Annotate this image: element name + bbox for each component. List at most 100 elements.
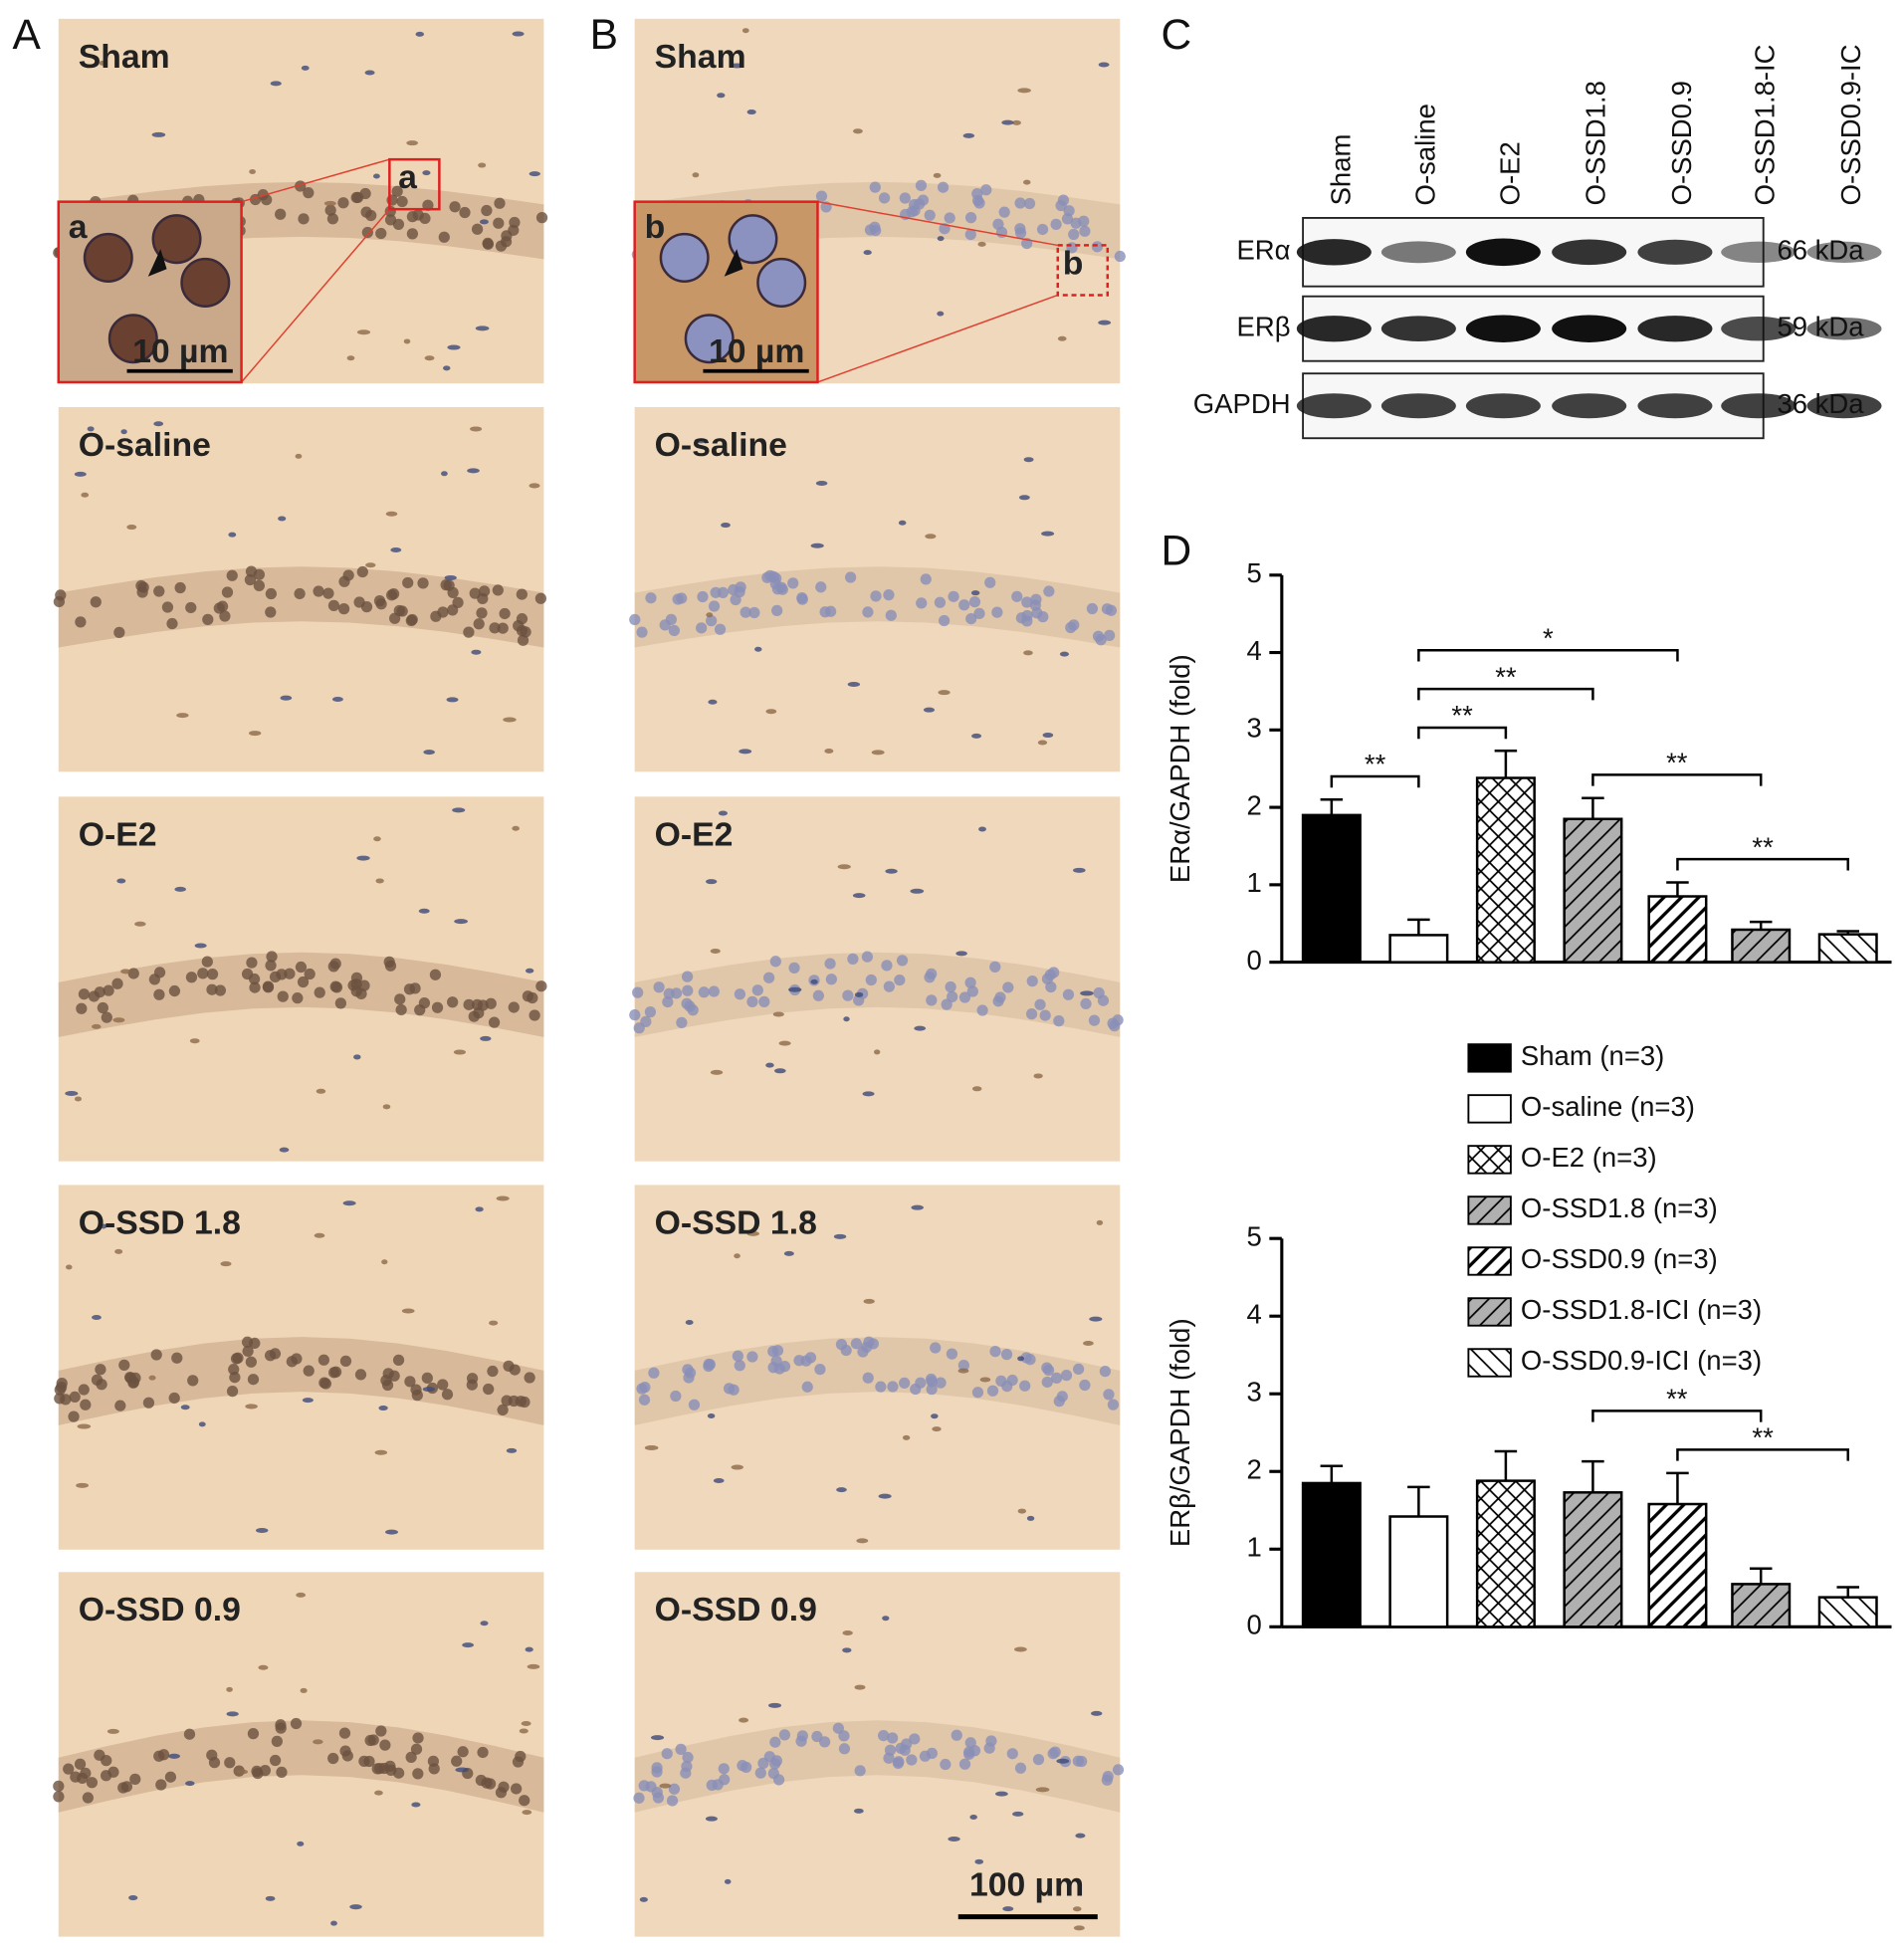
neuron [364, 1734, 376, 1747]
neuron [1076, 1755, 1088, 1768]
neuron [644, 1006, 657, 1018]
neuron [1107, 1399, 1120, 1410]
glia [721, 523, 731, 529]
neuron [395, 1003, 407, 1016]
neuron [862, 606, 874, 618]
neuron [269, 971, 282, 982]
glia [717, 93, 726, 99]
neuron [825, 974, 837, 985]
neuron [183, 1728, 196, 1740]
glia [739, 749, 752, 755]
neuron [275, 208, 287, 220]
legend-label: O-SSD0.9 (n=3) [1521, 1243, 1718, 1274]
neuron [909, 1733, 921, 1745]
glia [92, 1315, 102, 1321]
zoom-line [240, 208, 390, 383]
neuron [938, 614, 951, 627]
neuron [1112, 1764, 1125, 1776]
glia [955, 951, 967, 957]
neuron [391, 185, 403, 197]
neuron [516, 613, 529, 625]
neuron [295, 180, 307, 192]
glia [911, 1204, 924, 1210]
neuron [489, 622, 501, 634]
neuron [989, 1346, 1001, 1358]
y-tick-label: 1 [1247, 1532, 1262, 1563]
inset-label: b [645, 208, 666, 246]
nucleus [756, 257, 807, 308]
glia [1017, 1508, 1027, 1514]
glia [153, 421, 164, 427]
neuron [393, 604, 405, 617]
neuron [1101, 603, 1114, 615]
glia [713, 1478, 725, 1484]
neuron [86, 1777, 99, 1789]
bar [1388, 1515, 1449, 1628]
neuron [201, 956, 213, 968]
glia [1014, 1646, 1027, 1652]
glia [295, 453, 303, 459]
neuron [1000, 1349, 1013, 1361]
glia [1042, 733, 1054, 739]
neuron [964, 976, 976, 988]
glia [878, 1493, 892, 1499]
neuron [1097, 994, 1110, 1006]
panel-label: B [590, 12, 618, 59]
nucleus [107, 314, 158, 364]
neuron [1079, 1379, 1091, 1392]
glia [1083, 1340, 1094, 1346]
glia [706, 879, 718, 885]
neuron [535, 980, 547, 992]
cell-layer [634, 566, 1121, 648]
y-tick-label: 5 [1247, 1220, 1262, 1251]
band [1721, 393, 1797, 419]
glia [746, 109, 756, 115]
glia [378, 1406, 388, 1411]
significance-bracket [1676, 857, 1849, 871]
neuron [636, 626, 648, 638]
glia [198, 1421, 206, 1427]
legend-label: O-SSD0.9-ICI (n=3) [1521, 1345, 1762, 1376]
cell-layer [634, 1720, 1121, 1813]
glia [692, 172, 700, 178]
neuron [899, 192, 911, 204]
neuron [1092, 630, 1105, 642]
neuron [1101, 1774, 1113, 1786]
neuron [796, 593, 808, 605]
glia [1096, 1219, 1104, 1225]
glia [739, 1717, 749, 1723]
micrograph: O-SSD 1.8 [54, 1185, 544, 1550]
neuron [392, 1767, 405, 1779]
neuron [985, 1735, 997, 1747]
neuron [463, 998, 475, 1010]
neuron [746, 995, 758, 1007]
neuron [499, 607, 511, 620]
glia [842, 1647, 852, 1653]
glia [249, 168, 256, 174]
glia [810, 978, 818, 984]
neuron [682, 1751, 694, 1764]
glia [1098, 62, 1110, 68]
glia [871, 750, 885, 756]
neuron [249, 981, 261, 993]
micrograph: O-E2 [629, 796, 1124, 1162]
y-tick-label: 4 [1247, 635, 1262, 666]
neuron [651, 1762, 663, 1774]
neuron [734, 586, 745, 598]
glia [778, 1040, 791, 1046]
glia [765, 1062, 774, 1068]
neuron [405, 1751, 417, 1763]
glia [422, 1387, 436, 1393]
neuron [78, 988, 91, 1000]
neuron [1045, 980, 1057, 993]
band-size: 59 kDa [1777, 311, 1864, 341]
neuron [844, 571, 857, 583]
glia [863, 250, 872, 256]
neuron [148, 974, 160, 985]
neuron [899, 1744, 911, 1756]
glia [475, 326, 490, 331]
neuron [934, 596, 947, 608]
significance-bracket [1417, 726, 1508, 740]
neuron [127, 1376, 140, 1389]
